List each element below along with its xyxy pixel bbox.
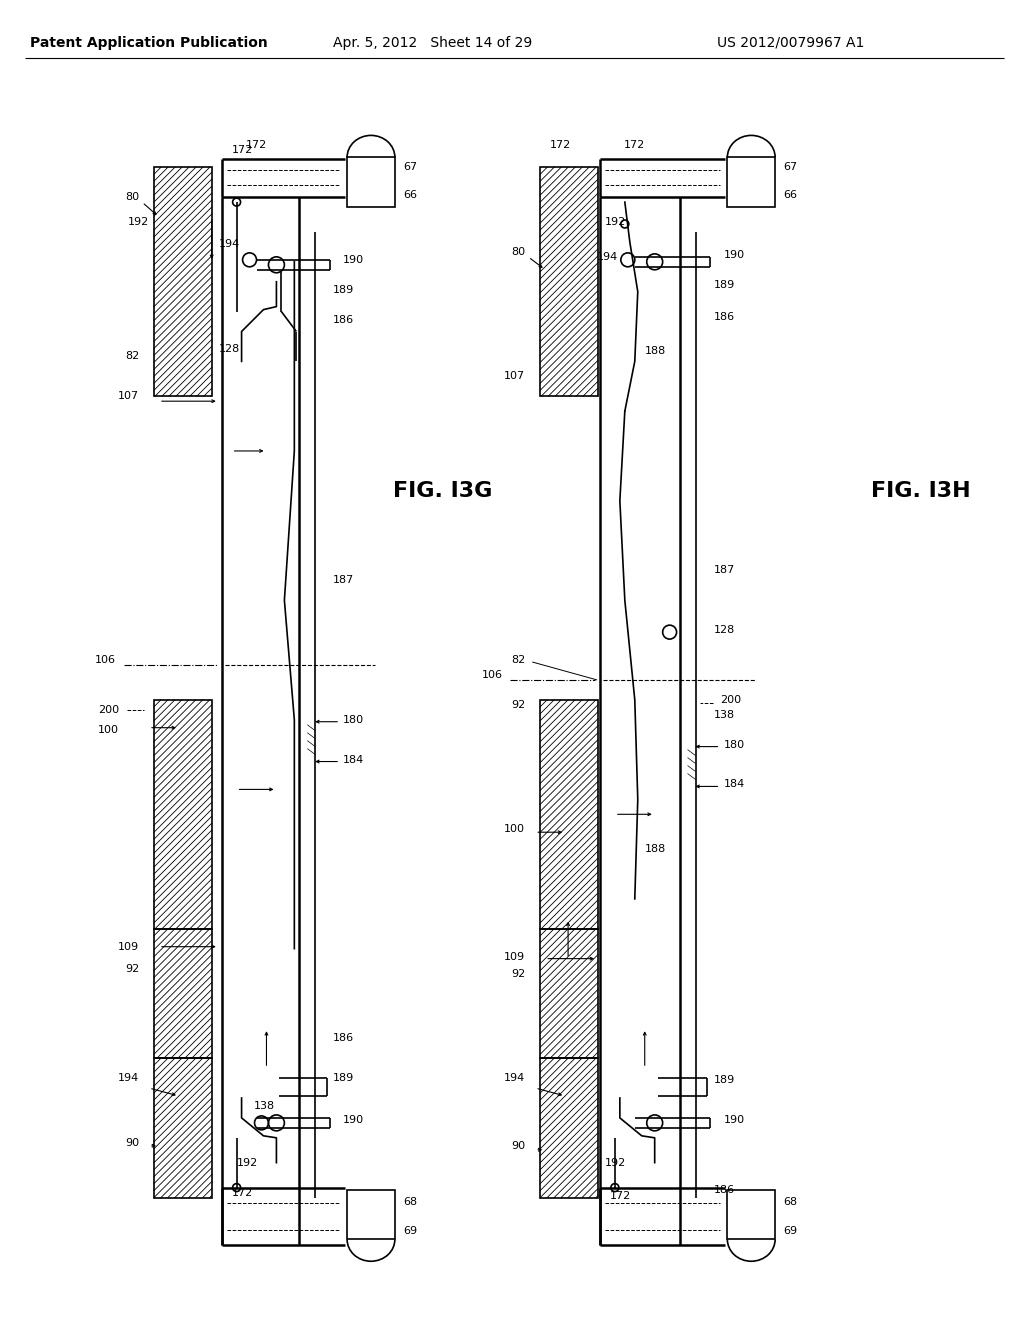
Text: Apr. 5, 2012   Sheet 14 of 29: Apr. 5, 2012 Sheet 14 of 29: [333, 36, 532, 50]
Text: 172: 172: [610, 1191, 631, 1201]
Text: FIG. I3G: FIG. I3G: [393, 480, 493, 500]
Text: 66: 66: [783, 190, 797, 201]
Bar: [541, 929, 598, 1059]
Text: 128: 128: [714, 626, 734, 635]
Text: 109: 109: [118, 941, 139, 952]
Text: 180: 180: [723, 739, 744, 750]
Text: 186: 186: [333, 314, 354, 325]
Text: 184: 184: [343, 755, 365, 764]
Bar: [347, 1189, 395, 1239]
Text: 187: 187: [714, 565, 734, 576]
Text: 68: 68: [783, 1196, 798, 1206]
Bar: [154, 1059, 212, 1197]
Text: 100: 100: [504, 824, 525, 834]
Text: 82: 82: [125, 351, 139, 362]
Text: 172: 172: [550, 140, 571, 150]
Bar: [154, 929, 212, 1059]
Bar: [541, 1059, 598, 1197]
Text: 186: 186: [333, 1034, 354, 1043]
Text: 189: 189: [333, 1073, 354, 1084]
Text: 180: 180: [343, 714, 365, 725]
Text: 189: 189: [333, 285, 354, 294]
Text: 66: 66: [402, 190, 417, 201]
Text: 187: 187: [333, 576, 354, 585]
Bar: [727, 1189, 775, 1239]
Text: 80: 80: [511, 247, 525, 257]
Text: 189: 189: [714, 1074, 734, 1085]
Text: 67: 67: [402, 162, 417, 172]
Text: 90: 90: [125, 1138, 139, 1148]
Text: 172: 172: [625, 140, 645, 150]
Bar: [347, 157, 395, 207]
Text: 190: 190: [723, 249, 744, 260]
Text: 192: 192: [605, 216, 626, 227]
Text: 172: 172: [231, 1188, 253, 1197]
Text: 138: 138: [254, 1101, 274, 1111]
Text: 138: 138: [714, 710, 734, 719]
Text: 190: 190: [723, 1115, 744, 1125]
Text: US 2012/0079967 A1: US 2012/0079967 A1: [718, 36, 864, 50]
Text: 107: 107: [118, 391, 139, 401]
Text: 192: 192: [605, 1158, 626, 1168]
Text: 69: 69: [402, 1226, 417, 1237]
Text: 172: 172: [231, 145, 253, 156]
Text: 106: 106: [481, 671, 503, 680]
Text: 109: 109: [504, 952, 525, 962]
Text: 190: 190: [343, 255, 365, 265]
Text: 106: 106: [95, 655, 116, 665]
Text: 67: 67: [783, 162, 798, 172]
Text: 186: 186: [714, 312, 734, 322]
Text: 80: 80: [125, 193, 139, 202]
Text: 194: 194: [504, 1073, 525, 1084]
Text: 82: 82: [511, 655, 525, 665]
Text: 100: 100: [98, 725, 119, 735]
Text: 128: 128: [218, 345, 240, 355]
Text: 192: 192: [128, 216, 150, 227]
Bar: [154, 168, 212, 396]
Text: 194: 194: [118, 1073, 139, 1084]
Bar: [154, 700, 212, 929]
Text: 184: 184: [723, 779, 744, 789]
Text: Patent Application Publication: Patent Application Publication: [30, 36, 268, 50]
Text: 90: 90: [511, 1140, 525, 1151]
Bar: [541, 168, 598, 396]
Text: 194: 194: [218, 239, 240, 249]
Text: 194: 194: [597, 252, 617, 261]
Text: 189: 189: [714, 280, 734, 289]
Text: 190: 190: [343, 1115, 365, 1125]
Text: 92: 92: [511, 700, 525, 710]
Bar: [541, 700, 598, 929]
Bar: [727, 157, 775, 207]
Text: 200: 200: [98, 705, 119, 714]
Text: 188: 188: [645, 843, 666, 854]
Text: 192: 192: [237, 1158, 258, 1168]
Text: 92: 92: [511, 969, 525, 978]
Text: 172: 172: [246, 140, 267, 150]
Text: 68: 68: [402, 1196, 417, 1206]
Text: 188: 188: [645, 346, 666, 356]
Text: 200: 200: [721, 694, 741, 705]
Text: 69: 69: [783, 1226, 798, 1237]
Text: FIG. I3H: FIG. I3H: [870, 480, 971, 500]
Text: 107: 107: [504, 371, 525, 381]
Text: 92: 92: [125, 964, 139, 974]
Text: 186: 186: [714, 1184, 734, 1195]
